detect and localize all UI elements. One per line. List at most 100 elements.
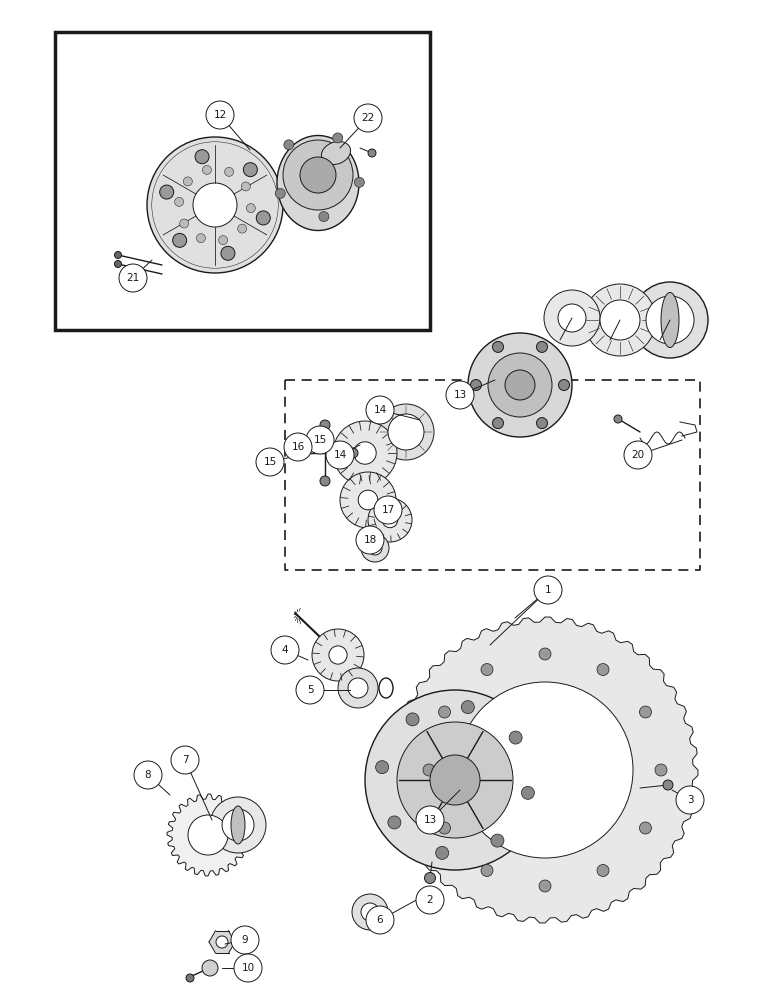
Circle shape bbox=[356, 526, 384, 554]
Circle shape bbox=[354, 442, 376, 464]
Circle shape bbox=[584, 284, 656, 356]
Circle shape bbox=[509, 731, 522, 744]
Circle shape bbox=[361, 534, 389, 562]
Circle shape bbox=[174, 197, 184, 206]
Text: 15: 15 bbox=[313, 435, 327, 445]
Circle shape bbox=[468, 333, 572, 437]
Circle shape bbox=[206, 101, 234, 129]
Circle shape bbox=[196, 234, 205, 243]
Circle shape bbox=[119, 264, 147, 292]
Text: 8: 8 bbox=[144, 770, 151, 780]
Text: 4: 4 bbox=[282, 645, 288, 655]
Circle shape bbox=[134, 761, 162, 789]
Circle shape bbox=[481, 864, 493, 876]
Circle shape bbox=[358, 490, 378, 510]
Circle shape bbox=[614, 415, 622, 423]
Circle shape bbox=[406, 713, 419, 726]
Circle shape bbox=[435, 846, 449, 859]
Text: 7: 7 bbox=[181, 755, 188, 765]
Circle shape bbox=[537, 341, 547, 352]
Circle shape bbox=[333, 421, 397, 485]
Text: 18: 18 bbox=[364, 535, 377, 545]
Circle shape bbox=[160, 185, 174, 199]
Circle shape bbox=[183, 177, 192, 186]
Circle shape bbox=[186, 974, 194, 982]
Circle shape bbox=[558, 304, 586, 332]
Circle shape bbox=[306, 426, 334, 454]
Text: 16: 16 bbox=[291, 442, 305, 452]
Circle shape bbox=[338, 668, 378, 708]
Circle shape bbox=[173, 233, 187, 247]
Circle shape bbox=[655, 764, 667, 776]
Circle shape bbox=[326, 441, 354, 469]
Circle shape bbox=[378, 404, 434, 460]
Circle shape bbox=[300, 157, 336, 193]
Polygon shape bbox=[209, 931, 235, 953]
Text: 1: 1 bbox=[545, 585, 551, 595]
Ellipse shape bbox=[661, 292, 679, 348]
Circle shape bbox=[365, 690, 545, 870]
Polygon shape bbox=[167, 794, 249, 876]
Bar bbox=[55, 32, 430, 330]
Circle shape bbox=[171, 746, 199, 774]
Circle shape bbox=[491, 834, 504, 847]
Circle shape bbox=[114, 251, 121, 258]
Circle shape bbox=[284, 140, 294, 150]
Circle shape bbox=[114, 260, 121, 267]
Text: 5: 5 bbox=[306, 685, 313, 695]
Circle shape bbox=[292, 448, 302, 458]
Circle shape bbox=[425, 872, 435, 884]
Circle shape bbox=[446, 381, 474, 409]
Circle shape bbox=[600, 300, 640, 340]
Circle shape bbox=[348, 678, 368, 698]
Circle shape bbox=[202, 165, 212, 174]
Text: 15: 15 bbox=[263, 457, 276, 467]
Circle shape bbox=[195, 150, 209, 164]
Ellipse shape bbox=[277, 135, 359, 231]
Circle shape bbox=[271, 636, 299, 664]
Text: 9: 9 bbox=[242, 935, 249, 945]
Circle shape bbox=[243, 163, 257, 177]
Circle shape bbox=[340, 472, 396, 528]
Circle shape bbox=[639, 706, 652, 718]
Circle shape bbox=[333, 133, 343, 143]
Circle shape bbox=[218, 236, 228, 245]
Polygon shape bbox=[392, 617, 698, 923]
Circle shape bbox=[632, 282, 708, 358]
Circle shape bbox=[320, 420, 330, 430]
Circle shape bbox=[544, 290, 600, 346]
Circle shape bbox=[361, 903, 379, 921]
Text: 14: 14 bbox=[374, 405, 387, 415]
Text: 13: 13 bbox=[423, 815, 437, 825]
Text: 17: 17 bbox=[381, 505, 394, 515]
Circle shape bbox=[597, 664, 609, 676]
Circle shape bbox=[216, 936, 228, 948]
Ellipse shape bbox=[321, 141, 350, 165]
Text: 3: 3 bbox=[686, 795, 693, 805]
Circle shape bbox=[366, 396, 394, 424]
Circle shape bbox=[296, 676, 324, 704]
Text: 13: 13 bbox=[453, 390, 466, 400]
Text: 21: 21 bbox=[127, 273, 140, 283]
Text: 14: 14 bbox=[334, 450, 347, 460]
Circle shape bbox=[438, 706, 451, 718]
Circle shape bbox=[225, 167, 234, 176]
Circle shape bbox=[348, 448, 358, 458]
Text: 22: 22 bbox=[361, 113, 374, 123]
Circle shape bbox=[416, 886, 444, 914]
Text: 2: 2 bbox=[427, 895, 433, 905]
Circle shape bbox=[354, 104, 382, 132]
Circle shape bbox=[493, 341, 503, 352]
Circle shape bbox=[639, 822, 652, 834]
Circle shape bbox=[368, 498, 412, 542]
Text: 12: 12 bbox=[213, 110, 227, 120]
Circle shape bbox=[368, 149, 376, 157]
Circle shape bbox=[276, 188, 285, 198]
Circle shape bbox=[416, 806, 444, 834]
Circle shape bbox=[193, 183, 237, 227]
Circle shape bbox=[238, 224, 247, 233]
Circle shape bbox=[397, 722, 513, 838]
Circle shape bbox=[366, 906, 394, 934]
Ellipse shape bbox=[231, 806, 245, 844]
Text: 6: 6 bbox=[377, 915, 384, 925]
